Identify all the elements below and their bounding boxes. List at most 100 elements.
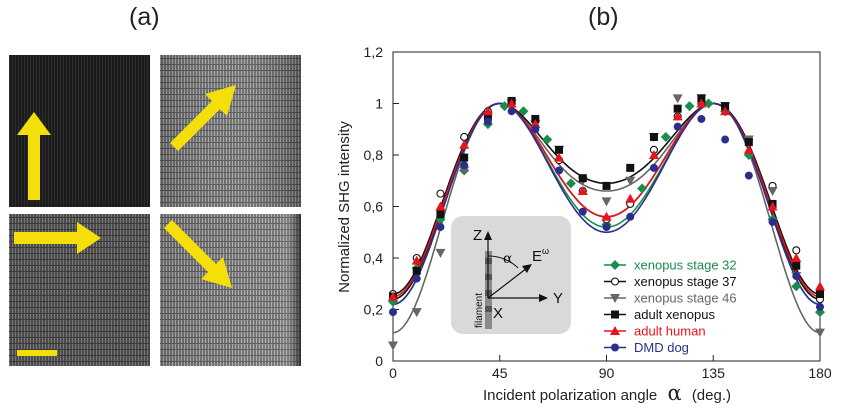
data-point-series-5 [436, 223, 445, 232]
polarization-arrow-right-icon [14, 222, 101, 254]
data-point-series-1 [436, 189, 445, 198]
scale-bar [17, 350, 57, 356]
data-point-series-2 [435, 248, 446, 258]
legend-marker-3 [611, 310, 619, 319]
data-point-series-5 [602, 223, 611, 232]
data-point-series-5 [389, 308, 397, 317]
data-point-series-5 [649, 163, 658, 172]
data-point-series-4 [625, 193, 636, 203]
x-axis-ticks: 0 45 90 135 180 [389, 355, 832, 381]
data-point-series-3 [626, 163, 635, 172]
micrograph-bottom-right [160, 214, 301, 366]
polarization-arrow-diagonal-icon [170, 85, 236, 151]
data-point-series-3 [744, 138, 753, 147]
legend-marker-5 [611, 343, 619, 352]
data-point-series-3 [436, 210, 445, 219]
data-point-series-0 [518, 106, 529, 117]
data-point-series-4 [459, 139, 470, 149]
data-point-series-5 [768, 217, 777, 226]
data-point-series-4 [506, 98, 517, 108]
data-point-series-2 [388, 341, 398, 351]
data-point-series-3 [602, 181, 611, 190]
data-point-series-5 [578, 207, 587, 216]
panel-label-b: (b) [588, 3, 619, 31]
data-point-series-4 [435, 201, 446, 211]
x-tick-label: 0 [389, 365, 397, 381]
y-tick-label: 1,2 [364, 44, 384, 60]
z-axis-label: Z [473, 227, 482, 244]
data-point-series-4 [411, 255, 422, 265]
x-axis-label-prefix: Incident polarization angle [483, 387, 657, 404]
data-point-series-2 [767, 187, 778, 197]
y-tick-label: 0,8 [364, 147, 384, 163]
legend-marker-1 [610, 277, 620, 286]
data-point-series-3 [697, 94, 706, 103]
polarization-arrow-diagonal-down-icon [164, 220, 232, 288]
data-point-series-4 [720, 106, 731, 116]
y-tick-label: 1 [375, 96, 383, 112]
data-point-series-5 [626, 212, 635, 221]
data-point-series-5 [721, 135, 730, 144]
data-point-series-5 [673, 122, 682, 131]
panel-label-a: (a) [129, 3, 160, 31]
x-tick-label: 90 [599, 365, 615, 381]
legend-entry-4: adult human [634, 324, 706, 339]
data-point-series-5 [792, 272, 801, 281]
data-point-series-5 [816, 302, 824, 311]
data-point-series-3 [412, 266, 421, 275]
legend-marker-0 [610, 260, 620, 270]
data-point-series-3 [673, 104, 682, 113]
data-point-series-2 [601, 197, 612, 207]
data-point-series-4 [648, 150, 659, 159]
data-point-series-0 [684, 101, 695, 112]
y-tick-label: 0,6 [364, 199, 384, 215]
data-point-series-3 [555, 145, 564, 154]
data-point-series-3 [792, 261, 801, 270]
data-point-series-4 [601, 211, 612, 221]
data-point-series-3 [649, 132, 658, 141]
data-point-series-4 [696, 98, 707, 108]
data-point-series-4 [672, 111, 683, 121]
data-point-series-4 [554, 152, 565, 162]
data-point-series-0 [499, 101, 510, 112]
data-point-series-4 [388, 291, 398, 301]
x-tick-label: 135 [702, 365, 726, 381]
data-point-series-0 [791, 281, 802, 292]
legend-entry-5: DMD dog [634, 340, 689, 355]
y-axis-inset-label: Y [553, 290, 563, 307]
y-axis-label: Normalized SHG intensity [336, 121, 353, 293]
data-point-series-3 [578, 174, 587, 183]
y-tick-label: 0,4 [364, 250, 384, 266]
data-point-series-2 [815, 328, 825, 338]
data-point-series-2 [459, 166, 470, 176]
inset-background [451, 216, 571, 334]
geometry-inset: Z X Y α Eω filament [451, 216, 571, 334]
data-point-series-3 [531, 114, 540, 123]
x-axis-label: Incident polarization angle α (deg.) [483, 381, 731, 405]
data-point-series-4 [530, 119, 541, 129]
x-axis-inset-label: X [493, 305, 503, 322]
data-point-series-3 [460, 153, 469, 162]
x-tick-label: 180 [808, 365, 832, 381]
filament-label: filament [474, 293, 485, 328]
micrograph-bottom-left [9, 214, 150, 366]
data-point-series-5 [412, 274, 421, 283]
data-point-series-5 [531, 125, 540, 134]
e-field-label: Eω [532, 246, 549, 265]
legend-entry-1: xenopus stage 37 [634, 274, 737, 289]
data-point-series-1 [460, 132, 469, 142]
data-point-series-5 [483, 117, 492, 126]
micrograph-top-right [160, 55, 301, 207]
data-points [388, 94, 825, 351]
data-point-series-3 [721, 102, 730, 111]
legend-marker-4 [610, 326, 620, 335]
data-point-series-5 [460, 161, 469, 170]
data-point-series-5 [744, 171, 753, 180]
legend-entry-2: xenopus stage 46 [634, 291, 737, 306]
data-point-series-2 [411, 308, 422, 318]
data-point-series-5 [697, 114, 706, 123]
y-tick-label: 0 [375, 353, 383, 369]
data-point-series-5 [555, 166, 564, 175]
